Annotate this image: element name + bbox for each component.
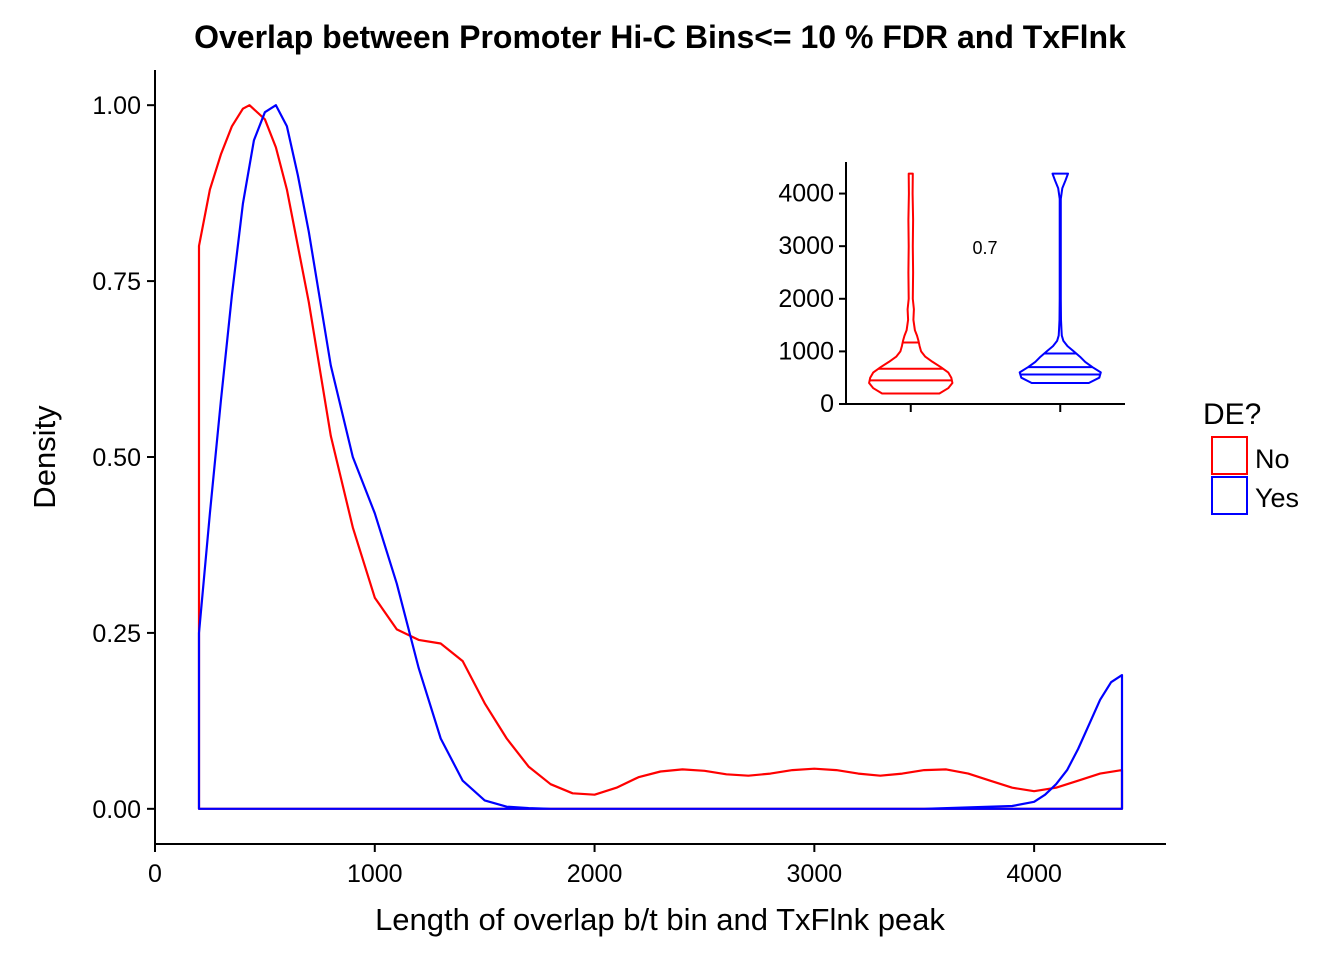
legend: DE? No Yes [1203, 398, 1299, 515]
inset-y-tick-label: 0 [820, 390, 834, 418]
y-tick-label: 0.75 [92, 268, 141, 296]
x-tick-label: 0 [148, 860, 162, 888]
inset-y-tick-label: 4000 [778, 180, 834, 208]
main-plot-area: 0.00 0.25 0.50 0.75 1.00 0 1000 2000 3000 4000 [92, 70, 1166, 888]
x-tick-label: 3000 [787, 860, 843, 888]
x-axis-title: Length of overlap b/t bin and TxFlnk pea… [375, 902, 945, 937]
chart-title: Overlap between Promoter Hi-C Bins<= 10 … [194, 19, 1126, 55]
y-axis-title: Density [27, 405, 62, 509]
legend-item-no: No [1211, 436, 1290, 475]
inset-annotation: 0.7 [972, 238, 997, 258]
y-axis-ticks: 0.00 0.25 0.50 0.75 1.00 [92, 92, 155, 824]
violins [868, 172, 1102, 395]
y-tick-label: 0.00 [92, 796, 141, 824]
inset-y-tick-label: 2000 [778, 285, 834, 313]
legend-label-yes: Yes [1255, 483, 1299, 513]
violin-yes [1018, 172, 1102, 384]
density-curve-no [197, 104, 1124, 810]
x-tick-label: 2000 [567, 860, 623, 888]
y-tick-label: 0.50 [92, 444, 141, 472]
inset-y-tick-label: 3000 [778, 232, 834, 260]
density-lines [197, 104, 1124, 810]
inset-violin-plot: 0 1000 2000 3000 4000 0.7 [778, 162, 1125, 418]
y-tick-label: 1.00 [92, 92, 141, 120]
violin-no [868, 172, 954, 395]
legend-key-yes [1211, 476, 1248, 515]
density-curve-yes [197, 104, 1124, 810]
x-tick-label: 4000 [1006, 860, 1062, 888]
legend-title: DE? [1203, 398, 1261, 431]
legend-label-no: No [1255, 444, 1290, 474]
inset-axis-ticks: 0 1000 2000 3000 4000 [778, 180, 1062, 418]
legend-item-yes: Yes [1211, 476, 1299, 515]
inset-y-tick-label: 1000 [778, 337, 834, 365]
legend-key-no [1211, 436, 1248, 475]
x-axis-ticks: 0 1000 2000 3000 4000 [148, 844, 1062, 888]
x-tick-label: 1000 [347, 860, 403, 888]
y-tick-label: 0.25 [92, 620, 141, 648]
